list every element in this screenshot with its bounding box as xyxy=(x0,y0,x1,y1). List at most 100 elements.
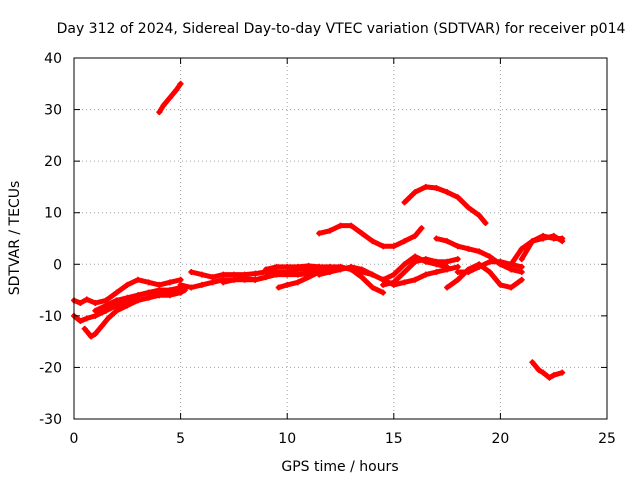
data-point xyxy=(220,271,227,278)
data-point xyxy=(156,109,163,116)
data-point xyxy=(209,279,216,286)
data-point xyxy=(348,222,355,229)
data-point xyxy=(444,189,451,196)
data-point xyxy=(529,238,536,245)
series-arc-16 xyxy=(433,235,525,276)
data-point xyxy=(316,271,323,278)
data-point xyxy=(433,269,440,276)
series-arc-14 xyxy=(380,253,451,283)
data-point xyxy=(412,189,419,196)
data-point xyxy=(305,262,312,269)
data-point xyxy=(454,194,461,201)
data-point xyxy=(252,276,259,283)
y-tick-label: 30 xyxy=(44,103,62,119)
data-point xyxy=(134,292,141,299)
data-point xyxy=(546,374,553,381)
data-point xyxy=(540,369,547,376)
series-arc-20 xyxy=(518,232,566,263)
data-point xyxy=(113,302,120,309)
data-point xyxy=(77,299,84,306)
data-point xyxy=(166,292,173,299)
data-point xyxy=(88,333,95,340)
data-point xyxy=(98,323,105,330)
data-point xyxy=(380,243,387,250)
data-point xyxy=(124,294,131,301)
data-point xyxy=(294,279,301,286)
data-point xyxy=(486,258,493,265)
data-point xyxy=(508,266,515,273)
data-point xyxy=(294,263,301,270)
data-point xyxy=(422,183,429,190)
data-point xyxy=(380,281,387,288)
data-point xyxy=(134,297,141,304)
data-point xyxy=(444,284,451,291)
data-point xyxy=(482,220,489,227)
data-point xyxy=(369,271,376,278)
data-point xyxy=(166,94,173,101)
data-point xyxy=(518,263,525,270)
data-point xyxy=(77,318,84,325)
data-point xyxy=(177,289,184,296)
data-point xyxy=(390,243,397,250)
data-point xyxy=(145,279,152,286)
data-point xyxy=(412,276,419,283)
data-point xyxy=(316,230,323,237)
data-point xyxy=(102,297,109,304)
data-point xyxy=(92,312,99,319)
y-tick-label: 20 xyxy=(44,154,62,170)
x-tick-label: 15 xyxy=(385,431,403,447)
series-arc-5 xyxy=(92,289,184,314)
data-point xyxy=(92,307,99,314)
y-tick-label: 0 xyxy=(53,257,62,273)
data-point xyxy=(102,307,109,314)
data-point xyxy=(358,274,365,281)
data-point xyxy=(422,271,429,278)
y-tick-label: -20 xyxy=(39,360,62,376)
data-point xyxy=(284,281,291,288)
data-point xyxy=(358,266,365,273)
data-point xyxy=(401,261,408,268)
data-point xyxy=(92,330,99,337)
data-point xyxy=(444,238,451,245)
data-point xyxy=(230,271,237,278)
data-point xyxy=(497,258,504,265)
data-point xyxy=(102,302,109,309)
y-tick-label: 10 xyxy=(44,206,62,222)
data-point xyxy=(422,258,429,265)
data-point xyxy=(92,299,99,306)
data-point xyxy=(166,279,173,286)
data-point xyxy=(177,80,184,87)
data-point xyxy=(476,248,483,255)
data-point xyxy=(156,292,163,299)
data-point xyxy=(273,263,280,270)
data-point xyxy=(198,281,205,288)
data-point xyxy=(220,279,227,286)
data-point xyxy=(433,184,440,191)
data-point xyxy=(444,263,451,270)
data-point xyxy=(508,284,515,291)
data-point xyxy=(454,269,461,276)
data-point xyxy=(337,222,344,229)
data-point xyxy=(209,274,216,281)
data-point xyxy=(497,281,504,288)
data-point xyxy=(262,266,269,273)
data-point xyxy=(454,276,461,283)
series-arc-21 xyxy=(529,359,566,381)
data-point xyxy=(529,359,536,366)
data-point xyxy=(198,271,205,278)
data-point xyxy=(465,204,472,211)
data-point xyxy=(305,274,312,281)
data-point xyxy=(540,232,547,239)
data-point xyxy=(390,271,397,278)
data-point xyxy=(412,258,419,265)
data-layer xyxy=(71,80,566,381)
y-tick-label: -30 xyxy=(39,412,62,428)
data-point xyxy=(518,256,525,263)
x-tick-label: 5 xyxy=(176,431,185,447)
data-point xyxy=(113,297,120,304)
data-point xyxy=(476,212,483,219)
data-point xyxy=(316,263,323,270)
data-point xyxy=(273,271,280,278)
data-point xyxy=(275,284,282,291)
